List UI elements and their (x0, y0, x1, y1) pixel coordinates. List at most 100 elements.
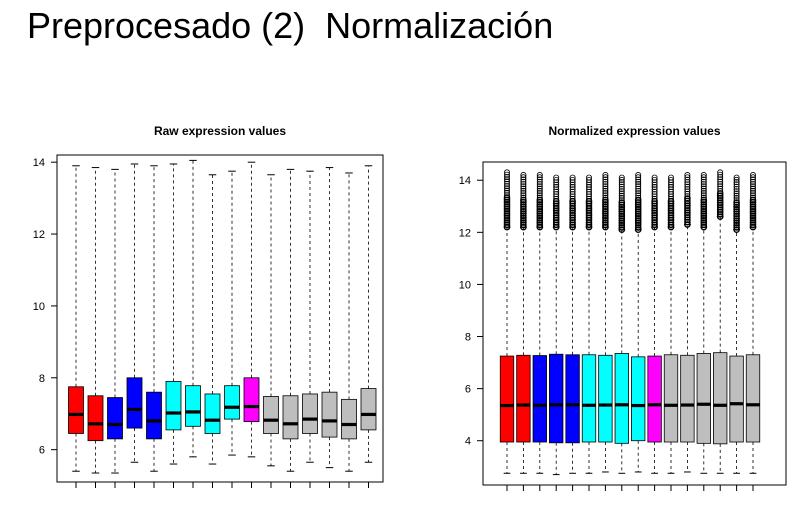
outlier-point (536, 205, 544, 213)
outlier-point (602, 219, 609, 226)
outlier-point (684, 190, 691, 197)
outlier-point (684, 214, 691, 221)
outlier-point (634, 199, 642, 206)
outlier-point (552, 209, 560, 217)
box-10 (243, 161, 260, 488)
outlier-point (749, 207, 757, 215)
outlier-point (651, 216, 658, 224)
outlier-point (536, 190, 543, 197)
outlier-point (503, 203, 511, 210)
outlier-point (716, 208, 724, 216)
outlier-point (668, 195, 675, 202)
outlier-point (553, 179, 560, 186)
outlier-point (733, 199, 740, 206)
outlier-point (750, 183, 757, 190)
outlier-point (520, 210, 527, 217)
outlier-point (618, 199, 626, 206)
outlier-point (651, 195, 658, 202)
outlier-point (750, 176, 757, 183)
outlier-point (634, 205, 642, 213)
outlier-point (634, 212, 642, 220)
outlier-point (602, 172, 609, 179)
outlier-point (586, 193, 593, 200)
outlier-point (586, 186, 593, 193)
outlier-point (750, 194, 757, 201)
outlier-point (700, 174, 707, 181)
outlier-point (602, 185, 609, 192)
outlier-point (749, 217, 757, 224)
outlier-point (536, 192, 543, 199)
outlier-point (569, 184, 576, 191)
outlier-point (733, 176, 740, 183)
slide-title: Preprocesado (2) Normalización (27, 5, 554, 46)
outlier-point (586, 181, 593, 188)
outlier-point (503, 173, 510, 180)
outlier-point (750, 172, 757, 179)
outlier-point (667, 221, 675, 229)
outlier-point (635, 185, 642, 192)
outlier-point (585, 216, 593, 224)
outlier-point (684, 179, 691, 186)
outlier-point (585, 221, 593, 229)
outlier-point (569, 176, 576, 183)
outlier-point (651, 184, 658, 191)
outlier-point (684, 172, 691, 179)
box-9 (631, 172, 646, 491)
outlier-point (700, 194, 707, 201)
outlier-point (503, 189, 510, 196)
box-15 (729, 174, 744, 491)
outlier-point (536, 217, 544, 224)
outlier-point (684, 221, 691, 228)
outlier-point (569, 207, 576, 214)
outlier-point (716, 192, 724, 200)
outlier-point (618, 192, 625, 199)
outlier-point (602, 198, 609, 206)
outlier-point (520, 192, 527, 199)
outlier-point (684, 202, 691, 209)
outlier-point (634, 210, 642, 218)
outlier-point (750, 181, 757, 188)
box-body (598, 354, 613, 443)
outlier-point (503, 212, 511, 220)
outlier-point (667, 197, 675, 205)
outlier-point (667, 204, 675, 212)
outlier-point (552, 197, 560, 205)
box-body (729, 355, 744, 443)
outlier-point (602, 212, 609, 220)
outlier-point (536, 223, 544, 231)
outlier-point (569, 181, 576, 188)
outlier-point (569, 179, 576, 186)
outlier-point (520, 187, 527, 194)
outlier-point (503, 216, 511, 224)
outlier-point (503, 221, 511, 229)
outlier-point (684, 200, 691, 207)
outlier-point (552, 214, 560, 221)
box-body (680, 354, 695, 443)
outlier-point (618, 185, 625, 192)
box-6 (581, 174, 597, 491)
outlier-point (618, 226, 626, 234)
outlier-point (536, 221, 544, 229)
outlier-point (749, 219, 757, 226)
outlier-point (503, 185, 510, 192)
outlier-point (700, 198, 708, 206)
outlier-point (536, 174, 543, 181)
outlier-point (503, 194, 511, 201)
outlier-point (749, 198, 757, 206)
outlier-point (552, 223, 560, 231)
outlier-point (536, 178, 543, 185)
box-body (631, 356, 646, 442)
outlier-point (700, 190, 707, 197)
outlier-point (520, 201, 527, 208)
outlier-point (536, 185, 543, 192)
outlier-point (651, 188, 658, 195)
outlier-point (569, 209, 576, 217)
outlier-point (667, 212, 675, 219)
box-8 (614, 174, 629, 491)
outlier-point (520, 181, 527, 188)
chart-title: Raw expression values (154, 124, 286, 138)
outlier-point (651, 181, 658, 188)
outlier-point (651, 214, 658, 221)
outlier-point (716, 211, 724, 218)
chart-title: Normalized expression values (548, 124, 720, 138)
